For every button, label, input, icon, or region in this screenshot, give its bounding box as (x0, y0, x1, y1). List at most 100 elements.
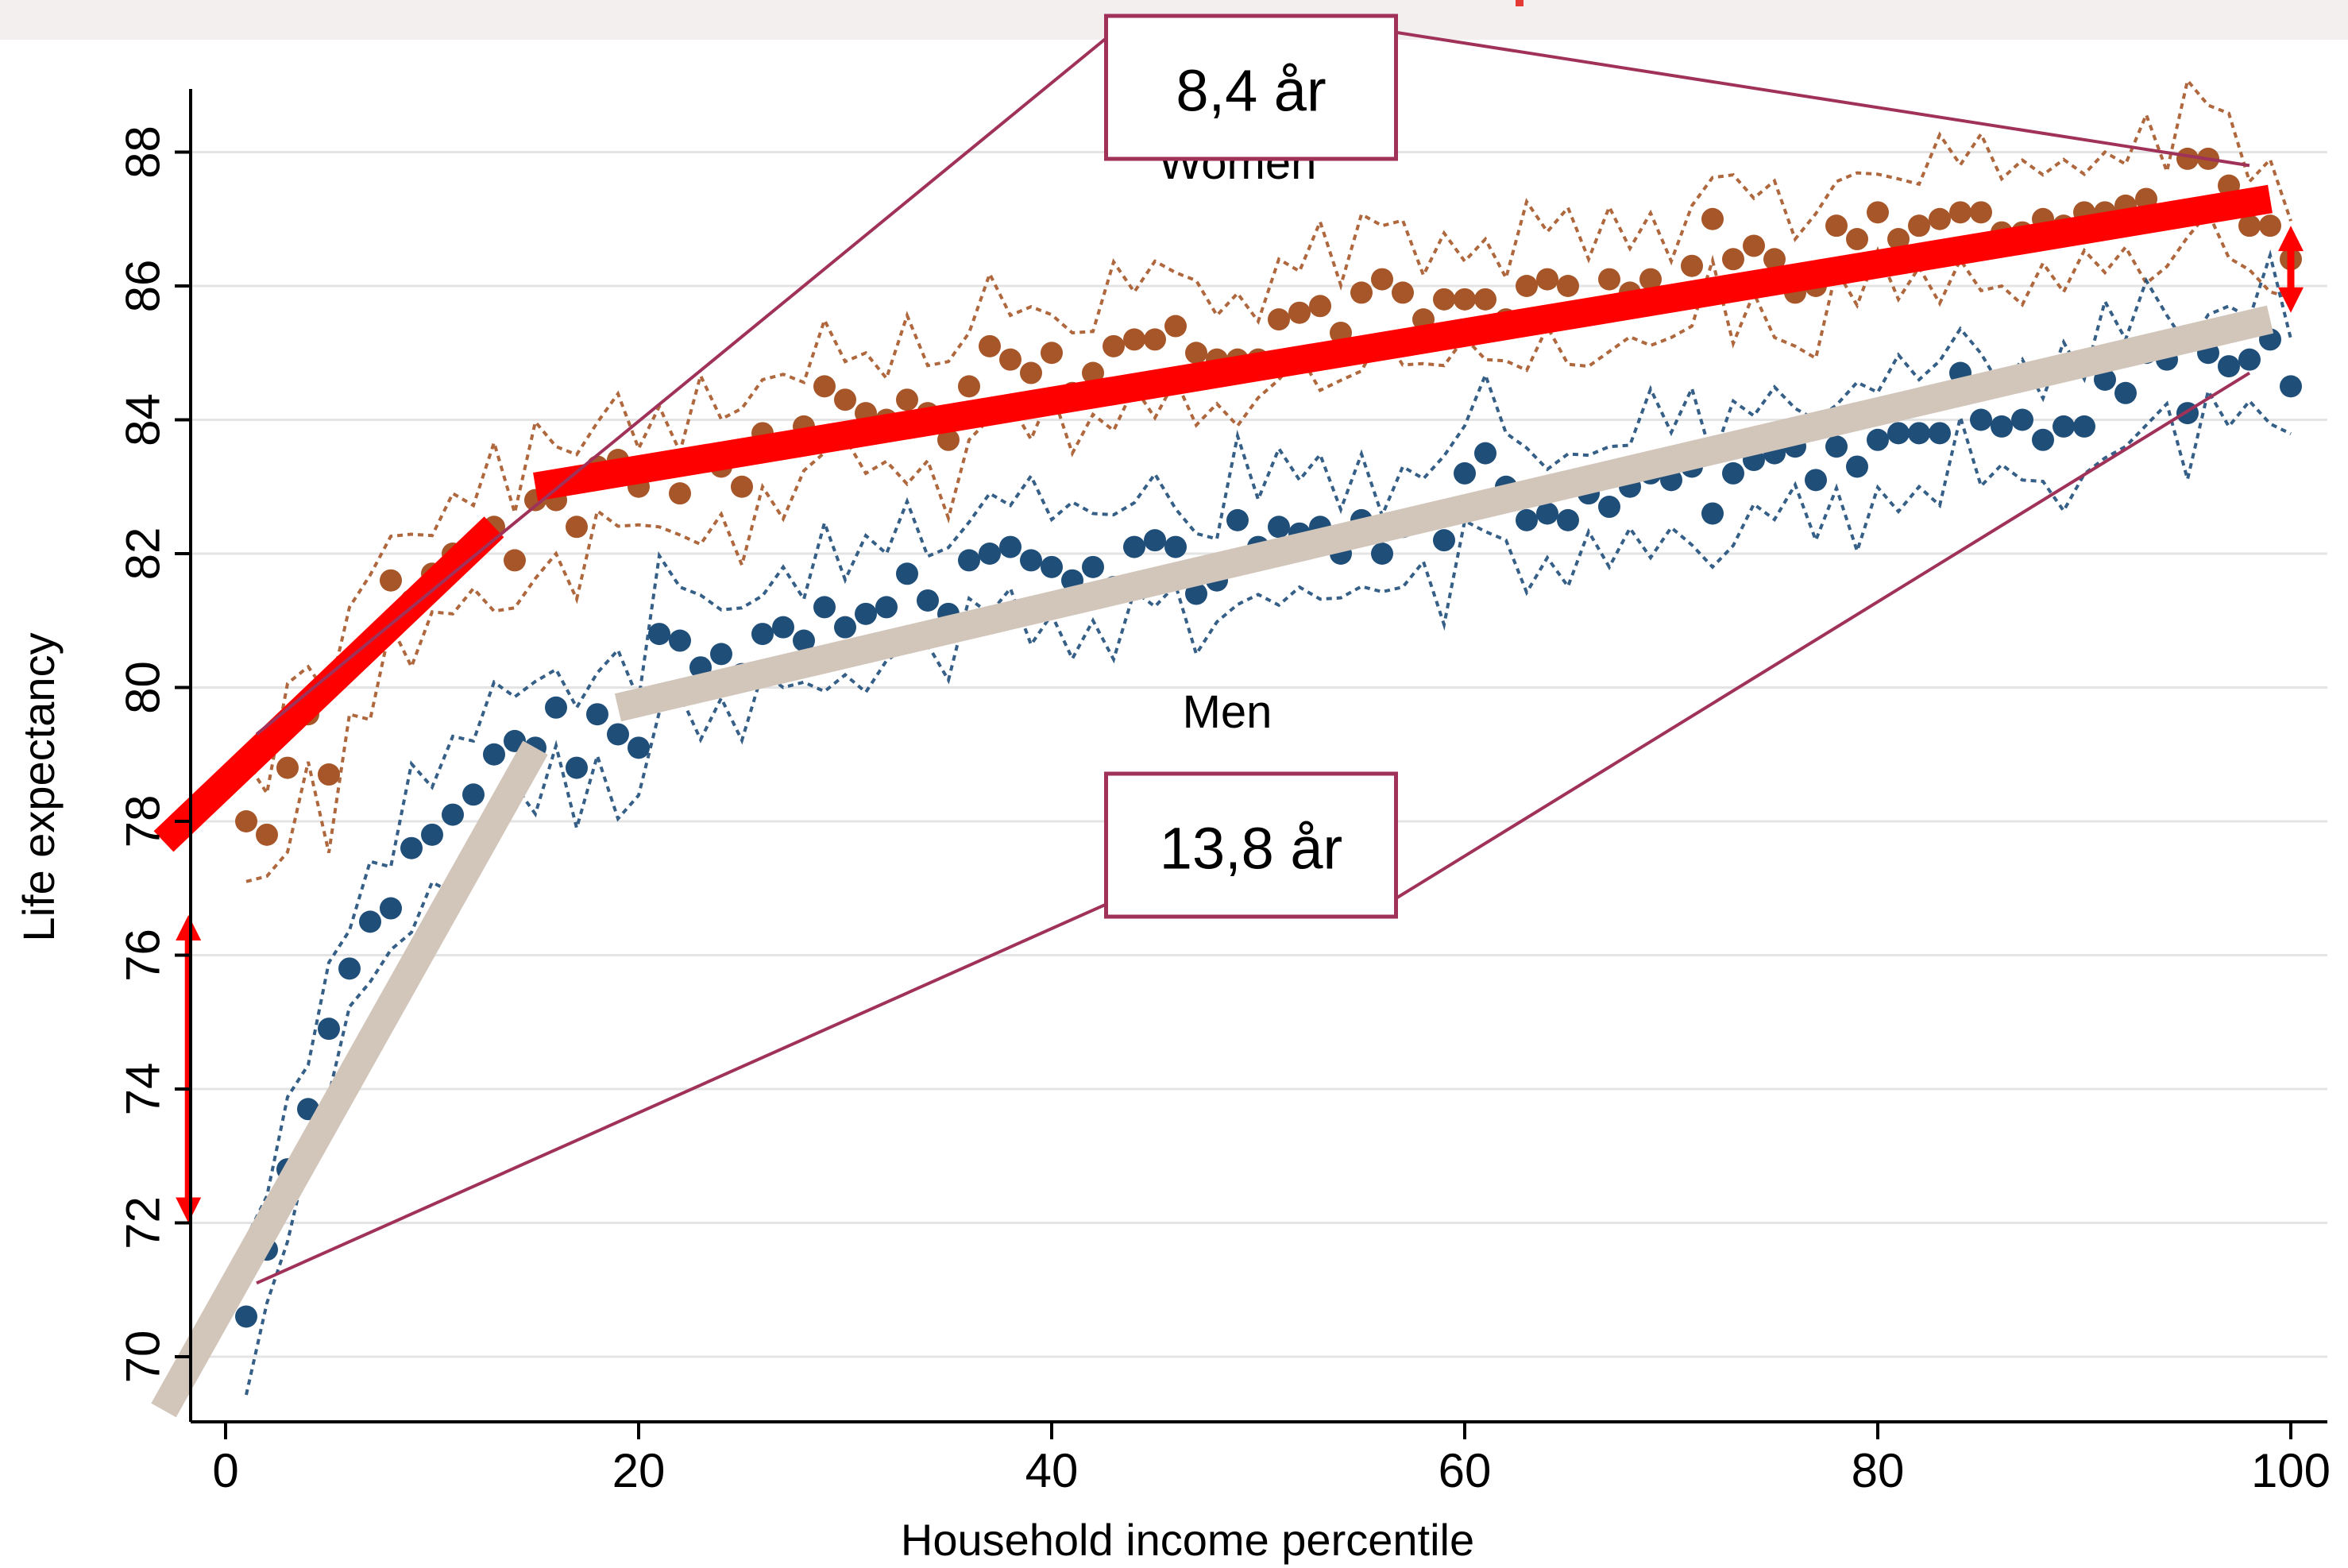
point-men (917, 589, 939, 612)
point-men (1846, 455, 1868, 478)
arrowhead (2278, 226, 2304, 252)
point-men (1722, 462, 1744, 485)
point-men (1536, 502, 1558, 525)
point-men (566, 756, 588, 779)
point-men (834, 616, 856, 639)
arrowhead (2278, 287, 2304, 313)
y-tick-label-78: 78 (117, 795, 170, 848)
point-men (1867, 428, 1889, 451)
point-men (896, 562, 918, 585)
point-men (1516, 508, 1538, 531)
y-tick-label-72: 72 (117, 1196, 170, 1249)
arrowhead (176, 914, 202, 940)
point-women (1164, 315, 1187, 338)
point-women (1350, 281, 1373, 304)
point-women (937, 428, 960, 451)
point-women (318, 763, 340, 786)
point-men (1433, 529, 1455, 552)
point-women (834, 388, 856, 411)
point-women (1082, 361, 1104, 384)
point-men (1082, 555, 1104, 578)
point-women (1598, 268, 1620, 291)
point-men (979, 543, 1001, 565)
point-women (1536, 268, 1558, 291)
x-tick-label-40: 40 (1025, 1444, 1079, 1497)
y-tick-label-70: 70 (117, 1330, 170, 1384)
x-tick-label-20: 20 (612, 1444, 666, 1497)
point-women (1825, 214, 1848, 238)
point-men (1454, 462, 1476, 485)
trend-line-women-1 (533, 184, 2273, 501)
point-men (2114, 381, 2137, 404)
confidence-bands (245, 76, 2292, 1396)
point-men (875, 596, 898, 619)
point-men (1701, 502, 1724, 525)
point-men (545, 696, 567, 719)
point-men (1041, 555, 1063, 578)
point-women (1639, 268, 1662, 291)
point-men (2011, 408, 2033, 431)
point-men (2280, 375, 2302, 398)
point-women (1185, 342, 1207, 365)
y-tick-label-74: 74 (117, 1063, 170, 1116)
callout-leader-line (256, 899, 1115, 1285)
point-men (2073, 415, 2095, 438)
point-men (318, 1018, 340, 1041)
point-women (1970, 201, 1992, 224)
point-women (1701, 207, 1724, 230)
point-men (793, 629, 815, 652)
point-men (772, 616, 794, 639)
gap-arrows (176, 226, 2304, 1223)
point-men (1164, 535, 1187, 558)
point-men (1020, 549, 1042, 572)
point-women (669, 482, 691, 505)
point-men (483, 743, 505, 766)
x-tick-label-100: 100 (2251, 1444, 2331, 1497)
point-women (1681, 254, 1703, 277)
point-men (1970, 408, 1992, 431)
callout-text: 13,8 år (1160, 816, 1342, 882)
point-women (813, 375, 836, 398)
point-men (1474, 442, 1496, 465)
point-men (1929, 422, 1951, 445)
point-women (1041, 342, 1063, 365)
trend-line-women-0 (153, 516, 504, 852)
arrowhead (176, 1197, 202, 1223)
point-women (256, 823, 278, 846)
point-men (669, 629, 691, 652)
point-men (855, 602, 877, 625)
y-tick-label-84: 84 (117, 393, 170, 446)
point-men (1123, 535, 1145, 558)
x-tick-label-80: 80 (1852, 1444, 1905, 1497)
point-women (1887, 228, 1910, 251)
point-men (400, 836, 423, 859)
point-men (586, 703, 608, 726)
ci-band-women-lower (245, 209, 2292, 883)
series-label-men: Men (1183, 686, 1272, 738)
top-banner-accent (1516, 0, 1523, 6)
point-men (607, 723, 629, 746)
point-women (958, 375, 980, 398)
point-women (1867, 201, 1889, 224)
point-men (442, 803, 464, 826)
point-men (813, 596, 836, 619)
tick-labels: 0 20 40 60 80 100 70 72 74 76 78 80 82 84 86 88 (117, 126, 2331, 1497)
point-women (1474, 288, 1496, 311)
point-men (751, 623, 774, 646)
point-men (648, 623, 670, 646)
point-women (1103, 334, 1125, 357)
point-women (2176, 147, 2199, 170)
ci-band-women-upper (245, 76, 2292, 798)
point-men (2238, 348, 2261, 371)
point-women (566, 516, 588, 539)
point-men (1825, 435, 1848, 458)
point-women (504, 549, 526, 572)
point-men (2032, 428, 2054, 451)
point-women (1454, 288, 1476, 311)
gridlines (191, 151, 2327, 1358)
callout-box (1104, 14, 1398, 161)
point-men (1226, 508, 1249, 531)
point-women (1763, 248, 1786, 271)
callout-leader-line (255, 30, 1115, 736)
